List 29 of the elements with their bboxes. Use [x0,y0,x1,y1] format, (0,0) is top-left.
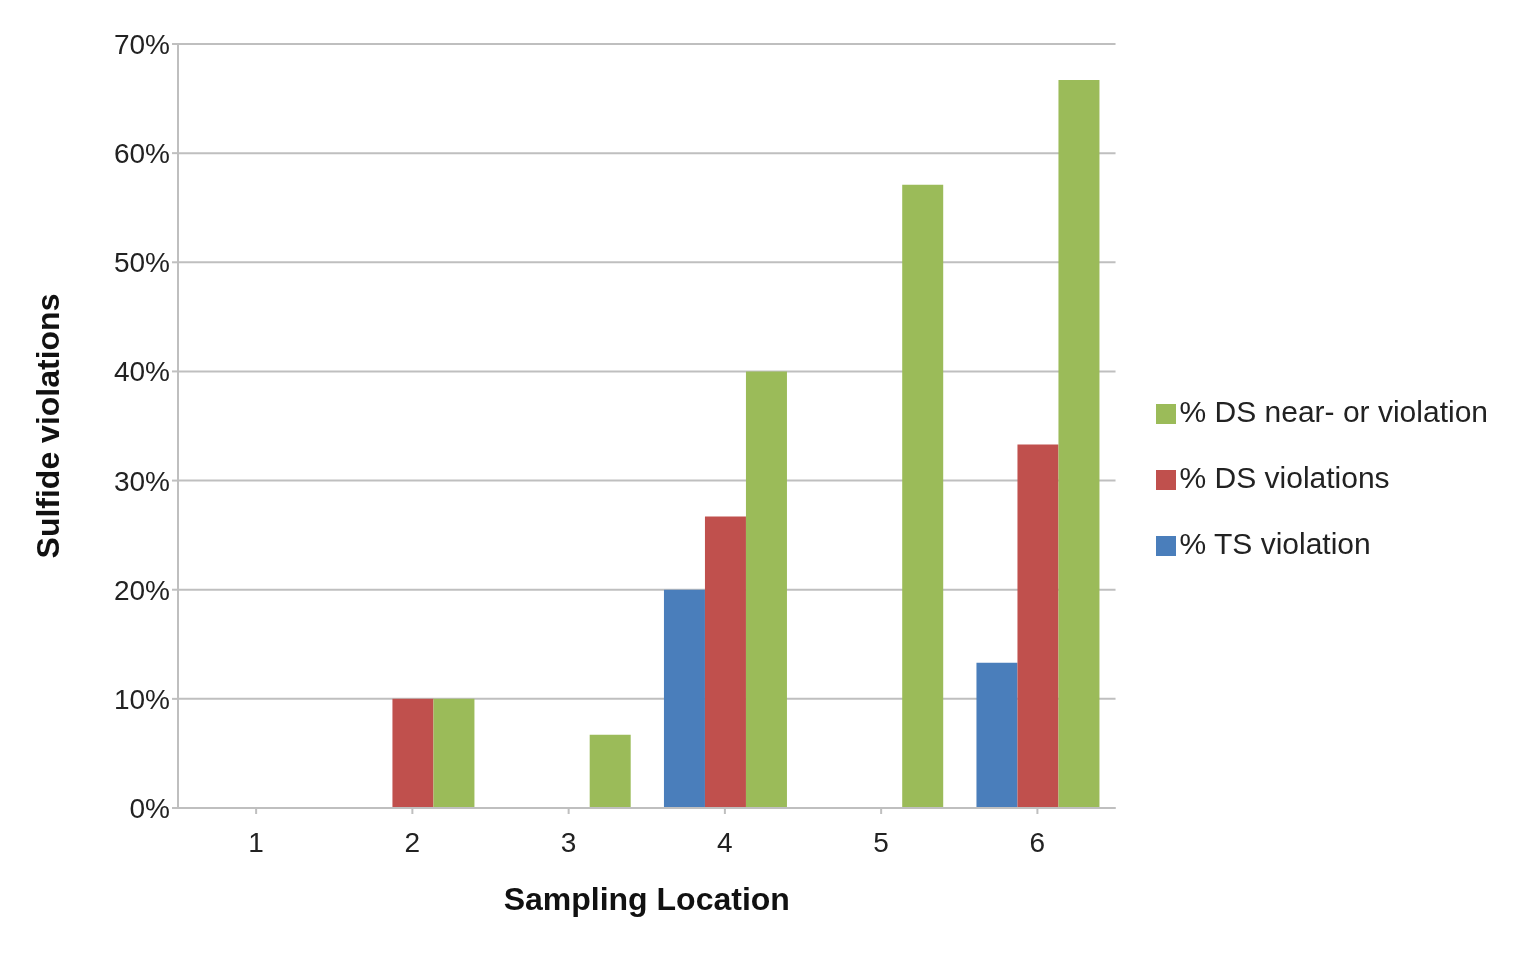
y-tick-label: 0% [129,792,170,824]
x-tick-label: 4 [717,826,733,858]
x-tick-label: 6 [1029,826,1046,858]
bar [902,184,944,808]
y-tick-label: 50% [113,247,170,279]
y-tick-label: 70% [113,28,170,60]
bar [392,698,434,808]
y-tick-label: 30% [113,465,170,497]
bar [433,698,475,808]
bar [976,662,1018,808]
y-tick-label: 20% [113,574,170,606]
legend-label: % TS violation [1179,527,1371,560]
bar [745,371,787,808]
y-tick-label: 40% [113,356,170,388]
x-tick-label: 3 [560,826,577,858]
y-tick-label: 60% [113,138,170,170]
x-tick-label: 1 [248,826,264,858]
bar [589,734,631,808]
legend-label: % DS violations [1179,461,1390,494]
legend-label: % DS near- or violation [1179,395,1488,428]
x-axis-title: Sampling Location [503,881,790,917]
bar [1058,80,1100,808]
bar [663,589,705,808]
x-tick-label: 5 [873,826,889,858]
bar [1017,444,1059,808]
y-tick-label: 10% [113,683,170,715]
bar [704,516,746,808]
y-axis-title: Sulfide violations [30,293,67,559]
x-tick-label: 2 [404,826,421,858]
